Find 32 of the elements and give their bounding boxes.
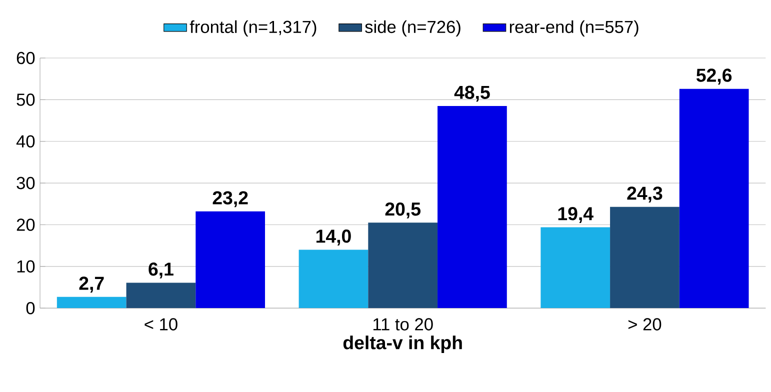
x-tick-label: < 10 (144, 318, 178, 330)
legend-label: rear-end (n=557) (510, 20, 638, 36)
data-label: 24,3 (627, 186, 662, 202)
bar (56, 296, 126, 308)
data-label: 20,5 (385, 202, 421, 218)
y-tick-label: 10 (17, 260, 35, 272)
data-label: 23,2 (212, 191, 248, 208)
y-tick-label: 50 (16, 93, 35, 106)
y-tick-label: 30 (16, 176, 35, 190)
x-axis-title: delta-v in kph (343, 336, 462, 353)
data-label: 6,1 (148, 262, 174, 278)
y-tick-label: 40 (16, 135, 35, 148)
data-label: 19,4 (558, 206, 594, 223)
y-tick-label: 20 (16, 218, 35, 231)
data-label: 48,5 (454, 86, 490, 102)
bar (540, 227, 610, 308)
bar (298, 250, 368, 308)
bar (126, 282, 196, 308)
data-label: 2,7 (79, 276, 104, 293)
x-tick-label: > 20 (628, 318, 662, 330)
bar (368, 222, 438, 308)
x-tick-label: 11 to 20 (373, 318, 433, 330)
legend-label: frontal (n=1,317) (190, 20, 316, 36)
data-label: 14,0 (316, 229, 351, 246)
y-tick-label: 0 (26, 302, 35, 314)
bar (610, 206, 680, 308)
legend-label: side (n=726) (365, 20, 460, 36)
data-label: 52,6 (696, 68, 732, 85)
y-tick-label: 60 (16, 52, 35, 64)
bar (196, 211, 266, 308)
bar (438, 106, 507, 308)
bar (679, 88, 749, 308)
